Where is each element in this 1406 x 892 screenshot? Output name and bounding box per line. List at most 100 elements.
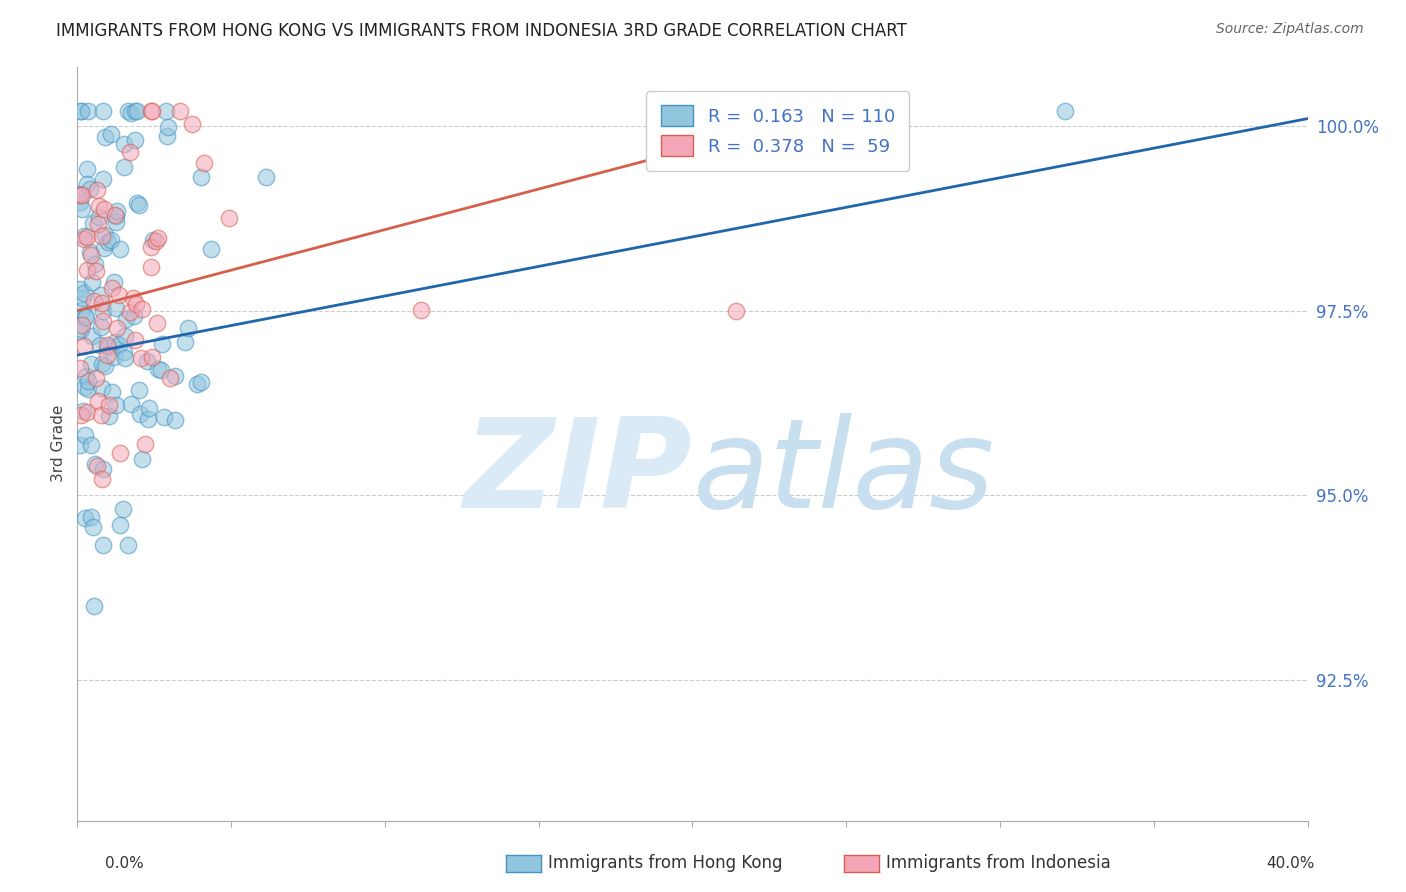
Point [100,233,122,247]
Point [107,321,129,335]
Point [91,229,114,244]
Point [110,518,132,533]
Point [77,104,100,119]
Point [100,127,122,141]
Point [69,187,91,202]
Text: 40.0%: 40.0% [1267,856,1315,871]
Point [73,229,96,244]
Point [82,216,104,230]
Point [72,202,94,216]
Point [79,182,101,196]
Point [112,136,135,151]
Point [69,361,91,376]
Point [69,282,91,296]
Point [139,104,162,119]
Point [90,408,112,422]
Point [89,199,111,213]
Point [73,339,96,353]
Point [90,288,112,302]
Point [752,142,775,156]
Point [97,409,120,423]
Point [76,404,98,418]
Point [73,310,96,324]
Point [91,462,114,476]
Point [108,338,131,352]
Point [94,129,117,144]
Point [146,231,169,245]
Point [125,196,148,211]
Point [86,183,108,197]
Point [89,338,111,352]
Point [136,353,159,368]
Point [105,204,128,219]
Point [94,228,117,243]
Point [142,233,165,247]
Point [104,301,127,315]
Point [70,321,93,335]
Point [103,275,125,289]
Point [125,297,148,311]
Point [159,371,181,385]
Point [128,198,150,212]
Point [70,188,93,202]
Point [70,409,93,423]
Text: Source: ZipAtlas.com: Source: ZipAtlas.com [1216,22,1364,37]
Point [86,458,108,473]
Point [80,438,103,452]
Point [87,393,110,408]
Point [94,359,117,373]
Point [724,304,747,318]
Point [87,217,110,231]
Point [152,409,174,424]
Point [120,397,142,411]
Point [190,376,212,390]
Point [105,398,128,412]
Point [70,104,93,119]
Point [87,211,110,225]
Point [124,104,146,119]
Text: 0.0%: 0.0% [105,856,145,871]
Point [75,427,97,442]
Point [80,275,103,289]
Point [114,312,136,326]
Point [120,106,142,120]
Point [114,329,136,343]
Point [108,288,131,302]
Point [169,104,191,119]
Point [120,145,142,159]
Point [91,314,114,328]
Point [76,383,98,397]
Point [218,211,240,225]
Point [131,452,153,467]
Text: atlas: atlas [693,413,994,534]
Point [75,368,97,383]
Point [124,333,146,347]
Text: ZIP: ZIP [464,413,693,534]
Point [138,401,160,416]
Point [91,304,114,318]
Point [72,404,94,418]
Point [110,242,132,256]
Point [165,368,187,383]
Text: Immigrants from Hong Kong: Immigrants from Hong Kong [548,855,783,872]
Point [83,457,105,471]
Point [177,320,200,334]
Point [91,357,114,371]
Point [69,438,91,452]
Point [70,302,93,317]
Point [97,235,120,249]
Point [69,324,91,338]
Point [148,362,170,376]
Point [84,264,107,278]
Point [734,104,756,119]
Point [129,407,152,421]
Point [82,329,104,343]
Point [157,120,180,135]
Point [83,599,105,614]
Point [120,305,142,319]
Point [155,104,177,119]
Point [97,340,120,354]
Point [91,381,114,395]
Point [124,133,146,147]
Point [73,285,96,300]
